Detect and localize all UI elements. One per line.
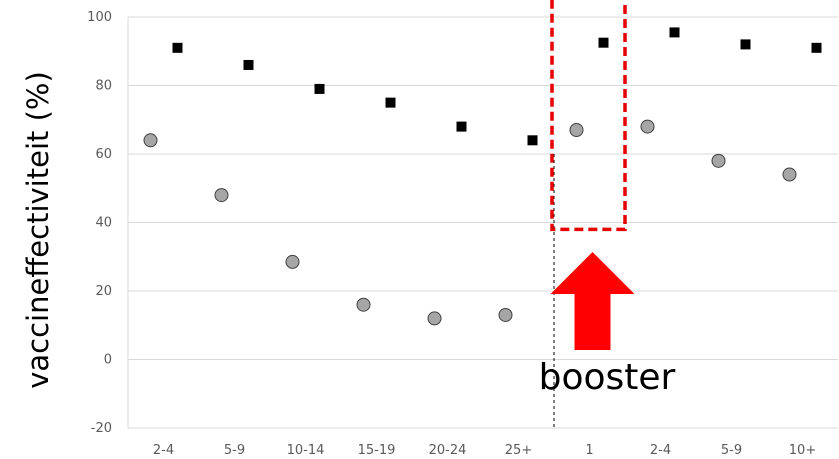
y-tick-label: 20 [95,284,112,299]
booster-label: booster [539,357,676,398]
x-tick-labels: 2-4 5-9 10-14 15-19 20-24 25+ 1 2-4 5-9 10+ [153,443,816,458]
x-tick-label: 25+ [505,443,532,458]
circle-marker [782,167,797,182]
square-marker [598,37,609,48]
y-tick-label: 0 [104,353,112,368]
y-tick-label: -20 [91,421,112,436]
x-tick-label: 5-9 [721,443,742,458]
square-marker [740,39,751,50]
circle-marker [285,254,300,269]
circle-marker [427,311,442,326]
x-tick-label: 10-14 [287,443,325,458]
circle-marker [214,188,229,203]
square-marker [456,121,467,132]
square-marker [243,59,254,70]
circle-marker [356,297,371,312]
square-marker [811,42,822,53]
x-tick-label: 2-4 [650,443,671,458]
y-tick-labels: -20 0 20 40 60 80 100 [87,10,112,436]
circle-marker [640,119,655,134]
square-marker [527,135,538,146]
circle-marker [711,153,726,168]
x-tick-label: 5-9 [224,443,245,458]
x-tick-label: 1 [585,443,593,458]
booster-highlight-box [550,0,627,232]
circle-marker [498,307,513,322]
booster-arrow [550,252,635,350]
y-tick-label: 80 [95,79,112,94]
gridlines [127,16,838,429]
square-marker [314,83,325,94]
y-tick-label: 60 [95,147,112,162]
circle-marker [569,123,584,138]
y-tick-label: 100 [87,10,112,25]
x-tick-label: 2-4 [153,443,174,458]
square-marker [669,27,680,38]
x-tick-label: 10+ [789,443,816,458]
square-marker [172,42,183,53]
x-tick-label: 20-24 [429,443,467,458]
circle-marker [143,133,158,148]
square-marker [385,97,396,108]
y-tick-label: 40 [95,216,112,231]
data-points [143,27,822,326]
y-axis-label: vaccineffectiviteit (%) [21,71,55,389]
x-tick-label: 15-19 [358,443,396,458]
